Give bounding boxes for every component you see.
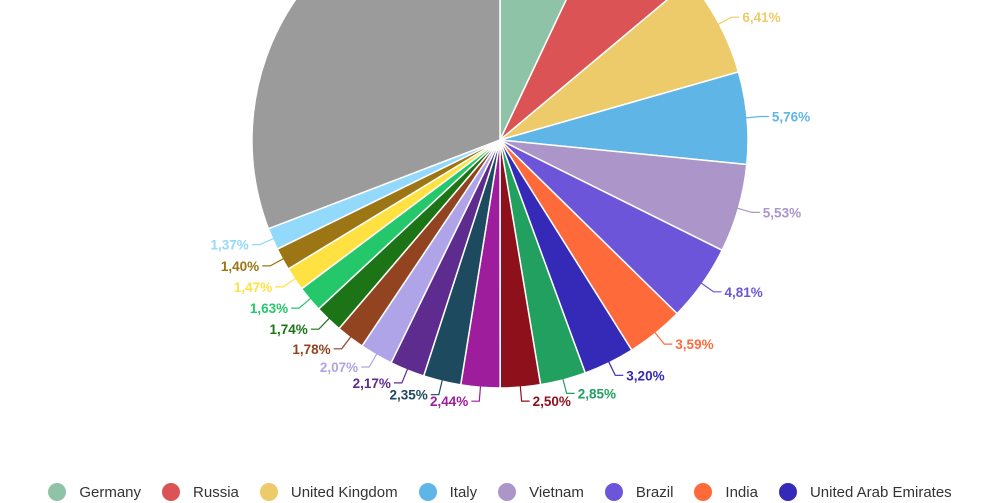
data-label-slice-13: 2,17% (353, 376, 391, 391)
pie-slice-slice-21 (251, 0, 501, 230)
pie-chart: 6,41% 5,76% 5,53% 4,81% 3,59% 3,20% 2,85% 2,50%… (211, 0, 811, 409)
data-label-slice-12: 2,35% (390, 388, 428, 403)
legend-label: Italy (449, 483, 478, 501)
legend-swatch-icon (778, 483, 797, 501)
legend-swatch-icon (259, 483, 278, 501)
leader-line-slice-9 (561, 373, 575, 394)
leader-line-slice-15 (333, 332, 355, 350)
data-label-slice-18: 1,47% (234, 280, 272, 295)
legend-label: Germany (79, 483, 142, 501)
chart-legend: Germany Russia United Kingdom Italy Vietnam B… (0, 481, 1000, 503)
legend-item-vietnam: Vietnam (498, 483, 584, 501)
data-label-slice-15: 1,78% (292, 342, 330, 357)
legend-item-brazil: Brazil (604, 483, 674, 501)
pie-label-leaders (251, 16, 769, 402)
data-label-united-kingdom: 6,41% (742, 10, 780, 25)
legend-label: Brazil (635, 483, 674, 501)
leader-line-slice-13 (393, 364, 410, 384)
data-label-slice-11: 2,44% (430, 394, 468, 409)
leader-line-slice-12 (430, 375, 444, 396)
legend-item-india: India (694, 483, 758, 501)
legend-swatch-icon (604, 483, 623, 501)
leader-line-slice-18 (275, 275, 300, 288)
leader-line-slice-11 (471, 381, 482, 402)
data-label-vietnam: 5,53% (763, 205, 801, 220)
legend-swatch-icon (418, 483, 437, 501)
leader-line-united-arab-emirates (605, 357, 624, 376)
leader-line-india (651, 328, 673, 345)
leader-line-vietnam (732, 206, 760, 213)
legend-label: India (725, 483, 758, 501)
legend-item-russia: Russia (162, 483, 239, 501)
legend-label: United Arab Emirates (809, 483, 952, 501)
leader-line-italy (740, 115, 769, 119)
data-label-slice-10: 2,50% (533, 394, 571, 409)
leader-line-slice-17 (291, 294, 315, 309)
leader-line-slice-19 (262, 255, 289, 267)
pie-slices (251, 0, 749, 389)
leader-line-brazil (696, 279, 722, 293)
leader-line-slice-14 (361, 349, 380, 368)
data-label-slice-9: 2,85% (578, 386, 616, 401)
legend-item-germany: Germany (48, 483, 141, 501)
data-label-slice-17: 1,63% (250, 301, 288, 316)
data-label-slice-16: 1,74% (270, 322, 308, 337)
legend-label: United Kingdom (290, 483, 398, 501)
legend-label: Vietnam (529, 483, 584, 501)
data-label-slice-20: 1,37% (211, 238, 249, 253)
pie-data-labels: 6,41% 5,76% 5,53% 4,81% 3,59% 3,20% 2,85% 2,50%… (211, 10, 811, 409)
leader-line-united-kingdom (713, 16, 740, 28)
legend-swatch-icon (694, 483, 713, 501)
legend-item-united-kingdom: United Kingdom (259, 483, 398, 501)
leader-line-slice-20 (251, 236, 279, 246)
leader-line-slice-10 (519, 381, 530, 402)
legend-item-italy: Italy (418, 483, 478, 501)
data-label-india: 3,59% (675, 337, 713, 352)
data-label-slice-19: 1,40% (221, 259, 259, 274)
legend-swatch-icon (162, 483, 181, 501)
data-label-italy: 5,76% (772, 110, 810, 125)
data-label-slice-14: 2,07% (320, 360, 358, 375)
legend-label: Russia (193, 483, 239, 501)
legend-swatch-icon (498, 483, 517, 501)
data-label-brazil: 4,81% (725, 285, 763, 300)
data-label-united-arab-emirates: 3,20% (626, 368, 664, 383)
legend-swatch-icon (48, 483, 67, 501)
legend-item-united-arab-emirates: United Arab Emirates (778, 483, 952, 501)
leader-line-slice-16 (310, 314, 334, 330)
